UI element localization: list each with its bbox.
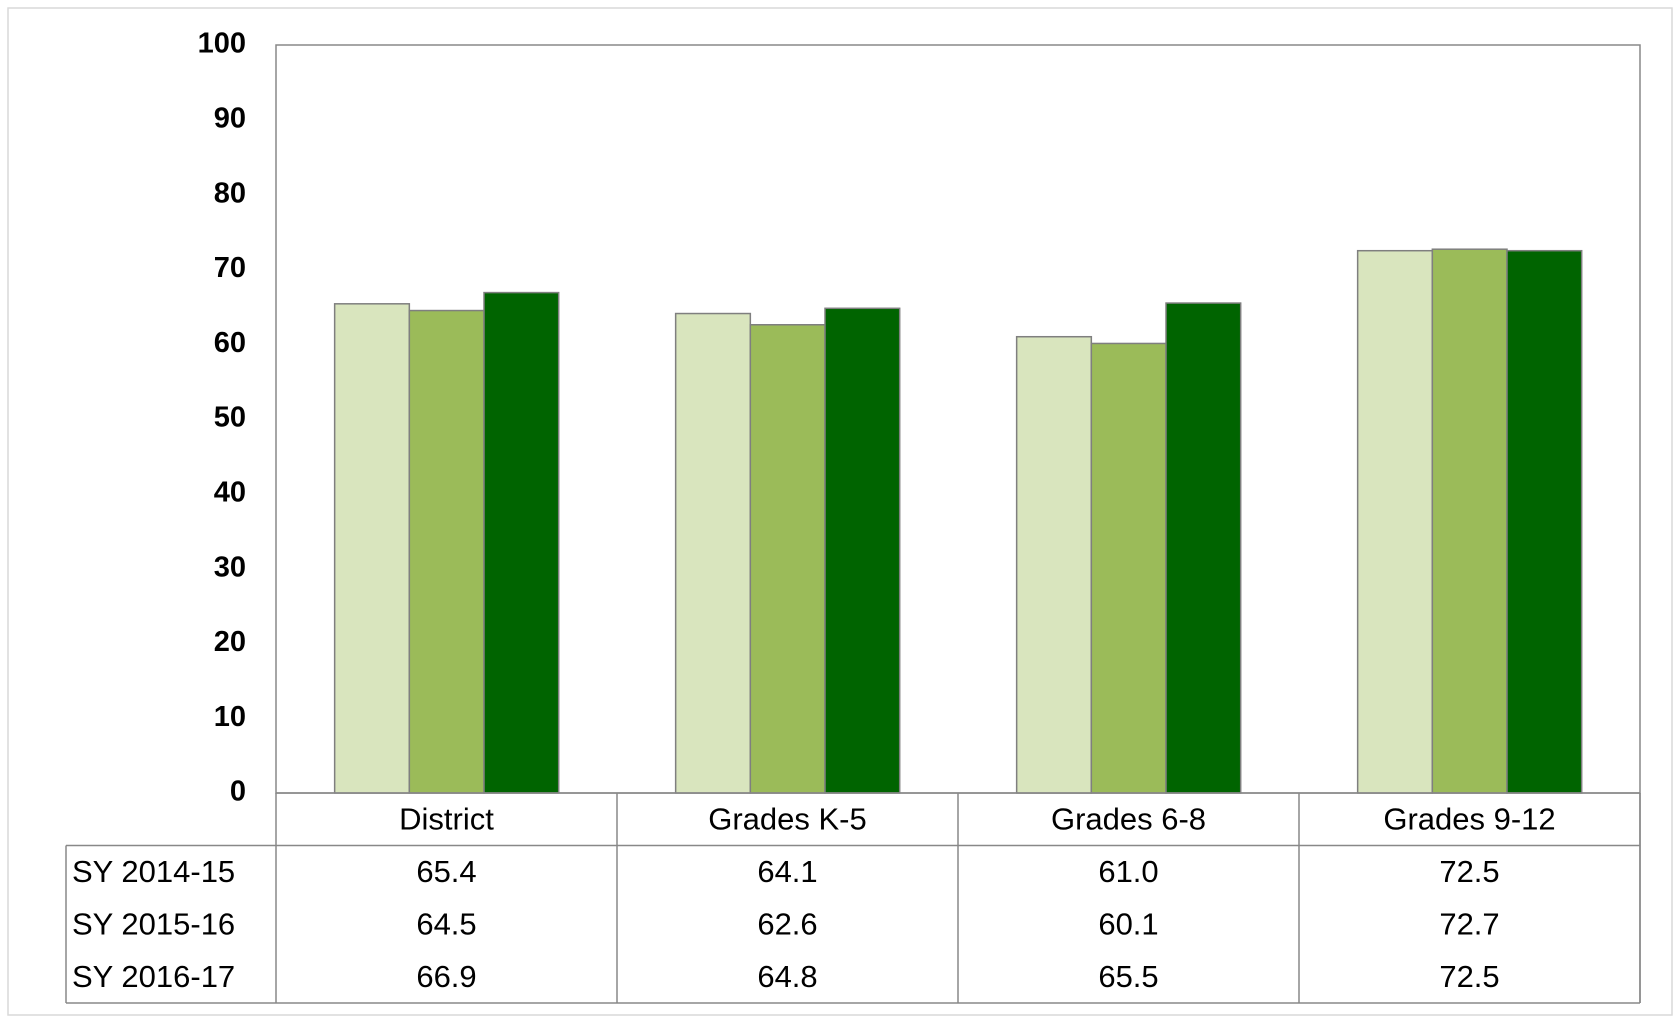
legend-label: SY 2015-16 [72, 906, 235, 941]
data-label: 65.5 [1098, 959, 1158, 994]
data-label: 64.5 [416, 906, 476, 941]
bar [333, 303, 411, 794]
legend-label: SY 2014-15 [72, 854, 235, 889]
data-label: 72.7 [1439, 906, 1499, 941]
y-tick-label: 80 [214, 177, 246, 209]
y-tick-label: 20 [214, 626, 246, 658]
y-tick-label: 50 [214, 402, 246, 434]
data-label: 64.8 [757, 959, 817, 994]
data-label: 60.1 [1098, 906, 1158, 941]
y-tick-label: 30 [214, 551, 246, 583]
bar [1090, 342, 1167, 794]
data-label: 66.9 [416, 959, 476, 994]
legend-label: SY 2016-17 [72, 959, 235, 994]
bar [1431, 248, 1508, 794]
bar [674, 312, 752, 794]
data-label: 65.4 [416, 854, 476, 889]
frame [7, 7, 1673, 1016]
bar [408, 309, 485, 794]
bar [1015, 335, 1093, 794]
data-label: 72.5 [1439, 959, 1499, 994]
y-tick-label: 40 [214, 476, 246, 508]
y-tick-label: 60 [214, 327, 246, 359]
x-tick-label: Grades 6-8 [1051, 801, 1206, 836]
data-label: 72.5 [1439, 854, 1499, 889]
y-tick-label: 10 [214, 701, 246, 733]
bar [1506, 249, 1583, 794]
data-label: 61.0 [1098, 854, 1158, 889]
y-tick-label: 100 [198, 28, 246, 60]
y-tick-label: 90 [214, 102, 246, 134]
y-tick-label: 70 [214, 252, 246, 284]
bar [824, 307, 901, 794]
x-tick-label: District [399, 801, 494, 836]
bar [483, 291, 560, 794]
data-label: 62.6 [757, 906, 817, 941]
bar [1165, 302, 1242, 794]
bar [749, 324, 826, 794]
x-tick-label: Grades 9-12 [1383, 801, 1555, 836]
y-tick-label: 0 [230, 776, 246, 808]
x-tick-label: Grades K-5 [708, 801, 867, 836]
data-label: 64.1 [757, 854, 817, 889]
bar [1356, 249, 1434, 794]
